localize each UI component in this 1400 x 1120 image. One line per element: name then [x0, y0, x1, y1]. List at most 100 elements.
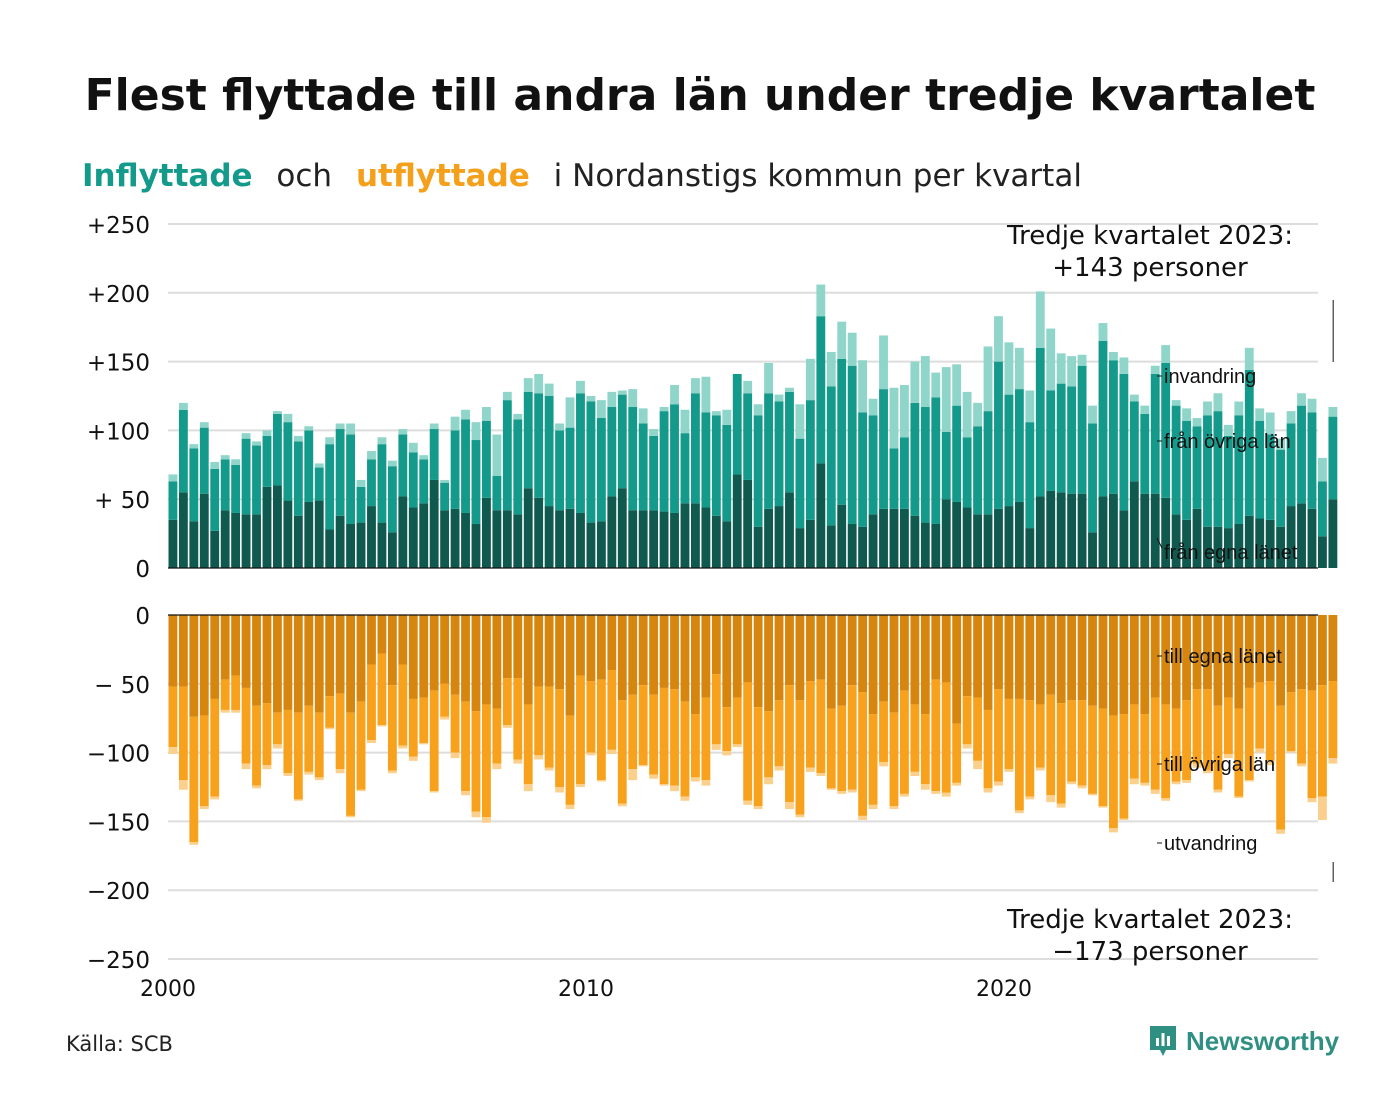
bar-in-own — [764, 508, 773, 568]
bar-out-emigration — [555, 787, 564, 793]
bar-in-other — [189, 448, 199, 522]
bar-out-emigration — [534, 755, 544, 760]
bar-out-emigration — [1318, 796, 1327, 821]
y-tick-top: +250 — [87, 213, 150, 239]
bar-out-emigration — [377, 725, 387, 727]
bar-in-other — [241, 438, 251, 515]
series-label-in: från egna länet — [1164, 542, 1298, 564]
bar-out-other — [701, 697, 711, 781]
bar-in-own — [565, 508, 575, 568]
bar-out-emigration — [565, 804, 575, 810]
bar-out-emigration — [785, 802, 794, 810]
bar-out-emigration — [262, 764, 272, 770]
bar-in-own — [377, 522, 387, 568]
bar-out-emigration — [1004, 769, 1014, 772]
bar-in-immigration — [659, 407, 669, 412]
bar-in-other — [356, 486, 366, 523]
bar-out-emigration — [429, 791, 439, 793]
bar-in-own — [722, 521, 732, 568]
bar-in-other — [973, 426, 982, 515]
bar-out-own — [398, 615, 408, 665]
bar-in-other — [1307, 412, 1317, 509]
annotation-bottom-value: −173 personer — [1052, 937, 1248, 967]
bar-out-emigration — [523, 784, 533, 792]
bar-in-immigration — [900, 384, 909, 438]
bar-in-immigration — [429, 423, 439, 430]
bar-in-own — [544, 506, 554, 568]
bar-in-immigration — [743, 380, 753, 394]
bar-in-other — [774, 401, 784, 507]
bar-out-other — [1035, 704, 1045, 768]
bar-in-immigration — [293, 435, 303, 442]
bar-in-other — [889, 448, 899, 509]
bar-out-other — [1307, 690, 1317, 799]
bar-out-own — [900, 615, 909, 691]
bar-in-own — [1161, 497, 1171, 568]
bar-in-other — [649, 435, 659, 511]
bar-out-other — [1265, 681, 1275, 761]
bar-in-immigration — [670, 384, 679, 405]
bar-out-own — [168, 615, 178, 687]
bar-in-own — [837, 504, 847, 568]
bar-out-emigration — [398, 745, 408, 749]
bar-in-other — [346, 434, 355, 524]
bar-out-emigration — [617, 803, 627, 807]
bar-out-other — [252, 705, 261, 786]
bar-out-own — [1056, 615, 1066, 704]
bar-in-other — [544, 396, 554, 507]
bar-out-other — [1328, 681, 1338, 759]
bar-out-emigration — [471, 811, 481, 818]
bar-out-emigration — [931, 791, 941, 794]
bar-in-own — [670, 512, 679, 568]
bar-out-emigration — [450, 752, 460, 759]
bar-in-own — [1276, 526, 1286, 568]
series-label-in: invandring — [1164, 366, 1256, 388]
bar-in-other — [753, 415, 763, 527]
bar-in-own — [1140, 493, 1150, 568]
bar-in-other — [691, 393, 700, 504]
bar-out-own — [983, 615, 993, 710]
bar-in-immigration — [1223, 424, 1233, 436]
bar-out-emigration — [795, 814, 805, 818]
bar-in-immigration — [1182, 408, 1191, 421]
bar-in-immigration — [1161, 345, 1171, 363]
bar-in-other — [1077, 365, 1087, 494]
bar-out-emigration — [241, 763, 251, 770]
bar-in-own — [1109, 493, 1118, 568]
x-tick: 2000 — [140, 977, 196, 1002]
bar-out-own — [879, 615, 888, 702]
bar-out-emigration — [1046, 795, 1056, 803]
bar-in-immigration — [858, 360, 868, 413]
bar-in-other — [952, 405, 962, 502]
bar-out-emigration — [283, 773, 293, 776]
bar-out-emigration — [1067, 781, 1077, 785]
bar-out-other — [1129, 704, 1139, 779]
bar-in-immigration — [910, 361, 920, 403]
bar-in-immigration — [816, 284, 826, 317]
bar-in-own — [962, 507, 972, 568]
bar-out-own — [471, 615, 481, 712]
annotation-bottom-title: Tredje kvartalet 2023: — [1006, 905, 1293, 935]
bar-out-other — [241, 687, 251, 764]
bar-out-other — [753, 707, 763, 807]
bar-out-own — [377, 615, 387, 654]
bar-out-own — [1035, 615, 1045, 705]
bar-in-immigration — [555, 423, 564, 431]
bar-out-other — [523, 704, 533, 785]
bar-in-immigration — [962, 391, 972, 438]
bar-out-emigration — [900, 793, 909, 797]
bar-in-immigration — [482, 407, 491, 421]
bar-in-own — [304, 501, 314, 568]
bar-in-immigration — [1119, 357, 1129, 374]
bar-in-immigration — [1035, 291, 1045, 348]
bar-out-other — [419, 697, 429, 743]
bar-out-own — [1265, 615, 1275, 682]
bar-in-immigration — [1150, 365, 1160, 374]
bar-in-own — [419, 503, 429, 568]
bar-out-other — [858, 692, 868, 816]
bar-in-own — [241, 514, 251, 568]
bar-out-emigration — [586, 752, 596, 756]
bar-out-other — [1203, 689, 1212, 771]
bar-in-own — [346, 523, 355, 568]
bar-out-emigration — [868, 804, 878, 810]
